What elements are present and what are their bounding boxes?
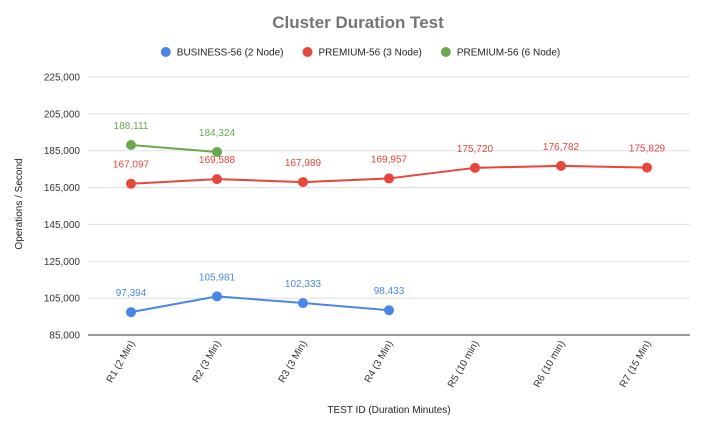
x-axis-label: TEST ID (Duration Minutes) xyxy=(327,405,450,416)
legend-label: PREMIUM-56 (3 Node) xyxy=(319,48,422,59)
data-label: 175,720 xyxy=(457,144,494,155)
data-point xyxy=(212,174,222,185)
x-tick-label: R1 (2 Min) xyxy=(105,339,138,385)
y-axis-label: Operations / Second xyxy=(14,158,25,249)
legend-marker xyxy=(302,47,313,57)
series-line xyxy=(130,143,218,153)
series-line xyxy=(130,295,390,314)
data-point xyxy=(212,146,222,157)
legend-item: PREMIUM-56 (3 Node) xyxy=(302,47,422,59)
data-point xyxy=(126,139,136,150)
data-point xyxy=(126,178,136,189)
data-label: 105,981 xyxy=(199,272,236,283)
data-label: 169,588 xyxy=(199,155,236,166)
series-1: 97,394 105,981 102,333 98,433 xyxy=(116,272,405,318)
legend: BUSINESS-56 (2 Node) PREMIUM-56 (3 Node) P… xyxy=(160,47,560,59)
x-tick-label: R5 (10 min) xyxy=(446,339,482,390)
y-tick-label: 225,000 xyxy=(44,73,81,84)
x-tick-label: R7 (15 Min) xyxy=(618,339,654,390)
y-tick-label: 185,000 xyxy=(44,146,81,157)
data-point xyxy=(556,160,566,171)
y-tick-label: 165,000 xyxy=(44,183,81,194)
data-point xyxy=(642,162,652,173)
y-tick-label: 125,000 xyxy=(44,257,81,268)
legend-label: PREMIUM-56 (6 Node) xyxy=(457,48,560,59)
data-label: 167,097 xyxy=(113,160,150,171)
chart-title: Cluster Duration Test xyxy=(272,13,444,32)
data-label: 176,782 xyxy=(543,142,580,153)
data-point xyxy=(384,305,394,316)
y-axis-ticks: 85,000 105,000 125,000 145,000 165,000 185,00… xyxy=(44,73,81,342)
data-point xyxy=(384,173,394,184)
data-label: 188,111 xyxy=(114,121,149,132)
y-tick-label: 105,000 xyxy=(44,294,81,305)
x-tick-label: R6 (10 min) xyxy=(532,339,568,390)
data-point xyxy=(212,291,222,302)
data-label: 102,333 xyxy=(285,279,322,290)
y-tick-label: 85,000 xyxy=(49,331,80,342)
data-label: 167,989 xyxy=(285,158,322,169)
legend-item: BUSINESS-56 (2 Node) xyxy=(160,47,284,59)
gridlines xyxy=(88,76,690,336)
data-point xyxy=(126,307,136,318)
data-point xyxy=(298,298,308,309)
y-tick-label: 145,000 xyxy=(44,220,81,231)
x-axis-ticks: R1 (2 Min) R2 (3 Min) R3 (3 Min) R4 (3 Min)… xyxy=(105,339,654,390)
series-layer: 97,394 105,981 102,333 98,433 167,097 169,588… xyxy=(113,121,666,318)
x-tick-label: R2 (3 Min) xyxy=(191,339,224,385)
y-tick-label: 205,000 xyxy=(44,109,81,120)
x-tick-label: R4 (3 Min) xyxy=(363,339,396,385)
data-label: 97,394 xyxy=(116,288,147,299)
legend-item: PREMIUM-56 (6 Node) xyxy=(440,47,560,59)
data-label: 184,324 xyxy=(199,128,236,139)
legend-marker xyxy=(160,47,171,57)
x-tick-label: R3 (3 Min) xyxy=(277,339,310,385)
data-label: 169,957 xyxy=(371,154,408,165)
data-label: 98,433 xyxy=(374,286,405,297)
data-point xyxy=(298,177,308,188)
legend-label: BUSINESS-56 (2 Node) xyxy=(177,48,284,59)
data-point xyxy=(470,162,480,173)
data-label: 175,829 xyxy=(629,144,666,155)
legend-marker xyxy=(440,47,451,57)
series-3: 188,111 184,324 xyxy=(114,121,236,157)
series-2: 167,097 169,588 167,989 169,957 175,720 176,7… xyxy=(113,142,666,189)
